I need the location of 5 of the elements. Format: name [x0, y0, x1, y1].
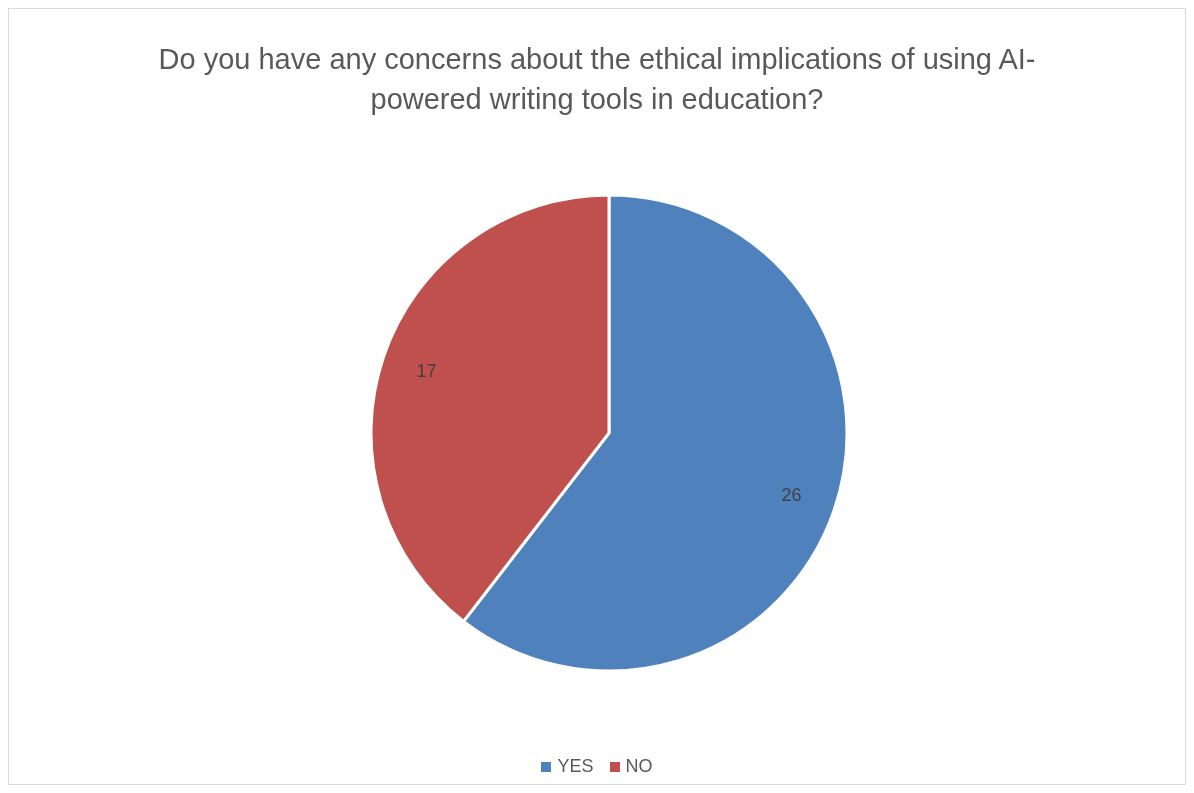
data-label: 17 — [416, 360, 437, 381]
legend-label: NO — [624, 756, 653, 777]
data-label: 26 — [781, 485, 802, 506]
chart-title: Do you have any concerns about the ethical implications of using AI-powered writing tools in education? — [157, 42, 1037, 115]
legend-label: YES — [556, 756, 594, 777]
